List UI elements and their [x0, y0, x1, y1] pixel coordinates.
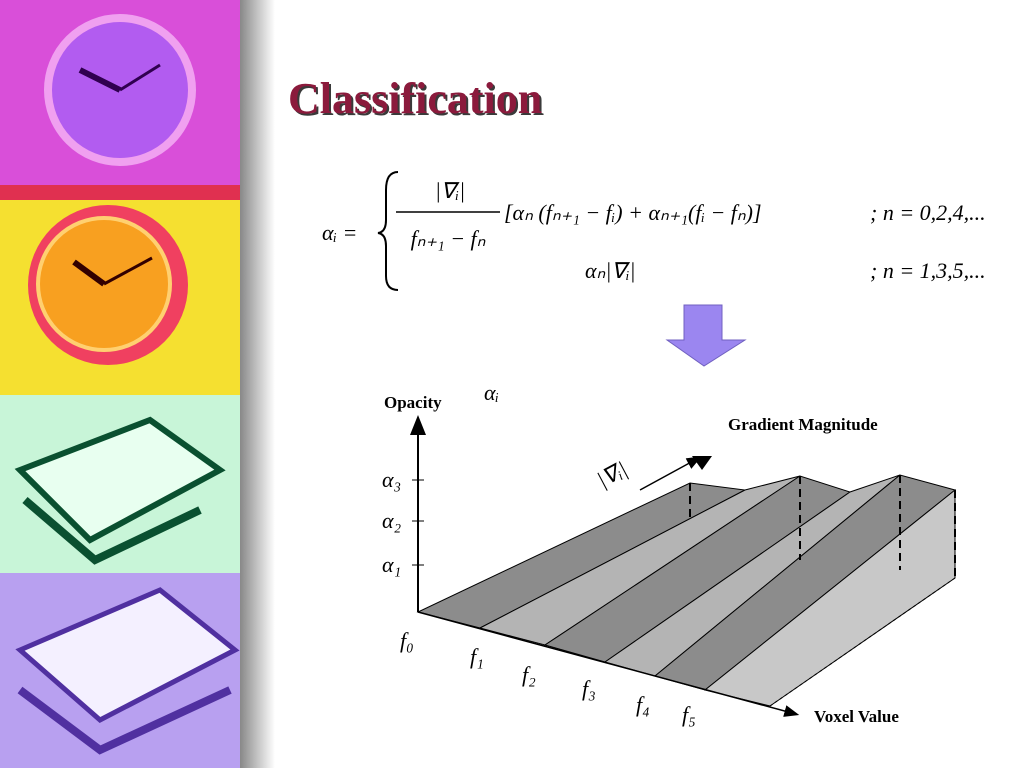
strip-shadow	[240, 0, 275, 768]
down-arrow	[665, 304, 747, 367]
case1-condition: ; n = 0,2,4,...	[870, 200, 986, 225]
books	[14, 416, 226, 544]
bracket-term: [αₙ (fₙ₊₁ − fᵢ) + αₙ₊₁(fᵢ − fₙ)]	[504, 200, 762, 225]
y-tick-label: α₁	[382, 552, 401, 577]
x-tick-label: f₄	[636, 692, 650, 717]
clock-hand	[119, 63, 161, 92]
base-edge	[769, 577, 956, 707]
y-axis-label: Opacity	[384, 393, 442, 412]
case2: αₙ|∇ᵢ|	[585, 258, 636, 283]
case2-condition: ; n = 1,3,5,...	[870, 258, 986, 283]
clock-hand	[72, 259, 106, 287]
clock-hand	[78, 67, 122, 93]
diagram: Opacity αᵢ Gradient Magnitude |∇ᵢ| Voxel…	[382, 380, 957, 727]
formula-lhs: αᵢ =	[322, 220, 357, 245]
formula: αᵢ = |∇ᵢ| fₙ₊₁ − fₙ [αₙ (fₙ₊₁ − fᵢ) + αₙ…	[322, 171, 986, 291]
x-tick-label: f₁	[470, 644, 484, 669]
numerator: |∇ᵢ|	[435, 178, 465, 203]
x-tick-label: f₅	[682, 702, 696, 727]
x-tick-label: f₃	[582, 676, 596, 701]
title: Classification	[288, 74, 542, 123]
books	[22, 496, 202, 565]
brace	[377, 171, 399, 291]
y-axis-symbol: αᵢ	[484, 380, 499, 405]
books	[17, 686, 232, 755]
dashed-guides	[689, 475, 956, 578]
x-axis-label: Voxel Value	[814, 707, 899, 726]
gradient-arrow	[639, 456, 702, 491]
voxel-axis	[417, 611, 800, 717]
side-images	[0, 0, 275, 768]
gradient-marker	[692, 456, 712, 470]
panel-band	[0, 185, 240, 200]
x-tick-label: f₂	[522, 662, 536, 687]
depth-axis-label: Gradient Magnitude	[728, 415, 878, 434]
y-tick-label: α₂	[382, 508, 402, 533]
y-tick-label: α₃	[382, 467, 401, 492]
denominator: fₙ₊₁ − fₙ	[411, 226, 486, 251]
x-tick-label: f₀	[400, 628, 414, 653]
clock-hand	[103, 256, 153, 286]
depth-axis-symbol: |∇ᵢ|	[593, 456, 631, 492]
title-shadow: Classification	[290, 76, 544, 125]
books	[15, 587, 240, 724]
